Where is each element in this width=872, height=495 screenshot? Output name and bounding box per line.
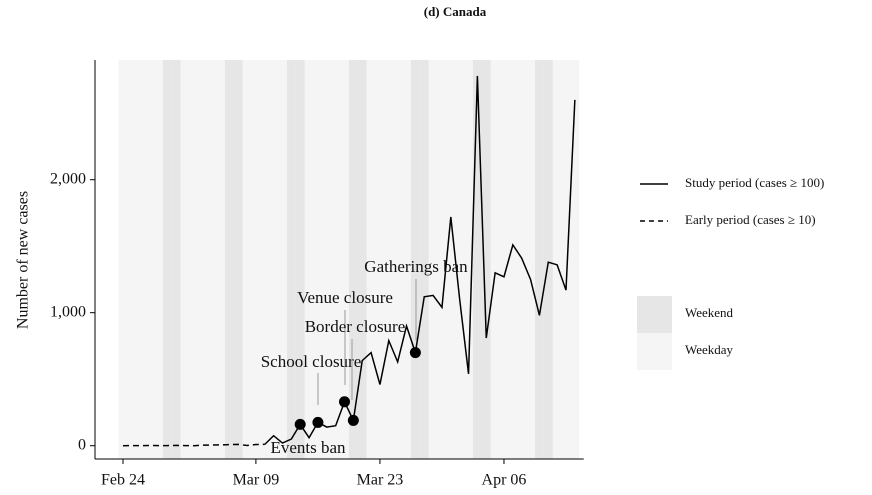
weekend-band — [357, 60, 367, 459]
intervention-point — [347, 414, 359, 426]
weekend-band — [472, 60, 482, 459]
weekend-band — [171, 60, 181, 459]
annotation-label: Events ban — [270, 438, 346, 457]
weekend-band — [410, 60, 420, 459]
annotation-label: Venue closure — [297, 288, 393, 307]
weekend-band — [348, 60, 358, 459]
weekend-band — [286, 60, 296, 459]
y-axis-label: Number of new cases — [15, 191, 32, 329]
legend-label: Study period (cases ≥ 100) — [685, 175, 824, 190]
annotation-label: School closure — [261, 352, 362, 371]
chart-title: (d) Canada — [424, 4, 487, 19]
y-tick-label: 2,000 — [50, 170, 86, 187]
legend-label: Weekend — [685, 305, 734, 320]
annotation-label: Gatherings ban — [364, 257, 468, 276]
x-tick-label: Mar 09 — [233, 472, 280, 489]
weekend-band — [481, 60, 491, 459]
x-tick-label: Apr 06 — [482, 472, 527, 489]
weekend-band — [233, 60, 243, 459]
y-tick-label: 0 — [78, 436, 86, 453]
weekend-band — [534, 60, 544, 459]
weekend-band — [543, 60, 553, 459]
annotation-label: Border closure — [305, 317, 406, 336]
intervention-point — [312, 416, 324, 428]
legend-label: Weekday — [685, 342, 734, 357]
weekend-band — [295, 60, 305, 459]
x-tick-label: Mar 23 — [357, 472, 404, 489]
intervention-point — [409, 347, 421, 359]
series-line — [122, 443, 265, 447]
legend-label: Early period (cases ≥ 10) — [685, 212, 816, 227]
intervention-point — [294, 418, 306, 430]
weekend-band — [224, 60, 234, 459]
weekend-band — [419, 60, 429, 459]
intervention-point — [339, 396, 350, 408]
weekend-band — [162, 60, 172, 459]
legend-swatch — [637, 296, 672, 333]
legend-swatch — [637, 333, 672, 370]
y-tick-label: 1,000 — [50, 303, 86, 320]
x-tick-label: Feb 24 — [101, 472, 145, 489]
